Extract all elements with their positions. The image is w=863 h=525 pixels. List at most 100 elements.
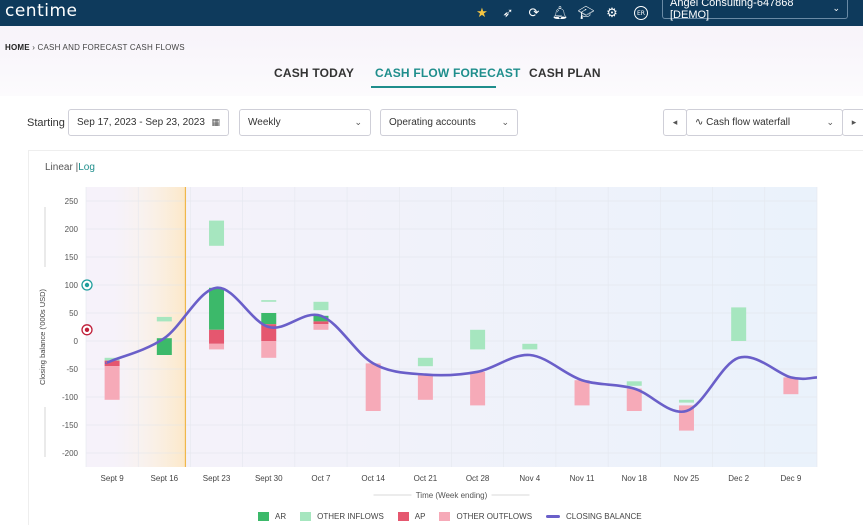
ap-bar — [209, 329, 225, 344]
x-tick-label: Dec 9 — [780, 474, 801, 483]
other-inflows-bar — [678, 399, 694, 403]
tab-cash-flow-forecast[interactable]: CASH FLOW FORECAST — [375, 66, 521, 80]
legend-label: CLOSING BALANCE — [566, 511, 642, 521]
organization-selector[interactable]: Angel Consulting-647868 [DEMO] ⌄ — [662, 0, 848, 21]
legend-swatch — [258, 511, 269, 521]
y-tick-label: -50 — [66, 365, 78, 374]
date-range-value: Sep 17, 2023 - Sep 23, 2023 — [77, 117, 205, 128]
x-tick-label: Nov 11 — [570, 474, 595, 483]
accounts-value: Operating accounts — [389, 117, 476, 128]
legend-item-ap[interactable]: AP — [397, 511, 426, 521]
y-tick-label: 0 — [74, 337, 79, 346]
other-outflows-bar — [313, 324, 329, 330]
x-tick-label: Oct 28 — [466, 474, 490, 483]
chart-legend: AR OTHER INFLOWS AP OTHER OUTFLOWS CLOSING B… — [258, 509, 656, 523]
starting-label: Starting — [27, 117, 65, 129]
ar-bar — [261, 313, 277, 325]
legend-swatch — [546, 514, 561, 518]
accounts-select[interactable]: Operating accounts ⌄ — [380, 109, 518, 136]
other-inflows-bar — [626, 381, 642, 386]
current-week-shade — [112, 187, 186, 467]
forecast-controls: Starting Sep 17, 2023 - Sep 23, 2023 ▦ W… — [0, 107, 863, 137]
other-outflows-bar — [209, 343, 225, 350]
sync-icon[interactable]: ⟳ — [528, 5, 540, 21]
star-icon[interactable]: ★ — [476, 5, 488, 21]
date-range-picker[interactable]: Sep 17, 2023 - Sep 23, 2023 ▦ — [68, 109, 229, 136]
tab-cash-today[interactable]: CASH TODAY — [274, 66, 355, 80]
ar-bar — [313, 315, 329, 322]
chevron-down-icon: ⌄ — [354, 117, 362, 128]
x-tick-label: Nov 18 — [622, 474, 648, 483]
next-view-button[interactable]: ▸ — [842, 109, 863, 136]
other-outflows-bar — [104, 366, 120, 400]
ap-bar — [104, 360, 120, 367]
legend-item-ar[interactable]: AR — [258, 511, 287, 521]
other-inflows-bar — [209, 220, 225, 246]
legend-label: OTHER INFLOWS — [317, 511, 384, 521]
header-icon-group: ★ ➶ ⟳ 🔔︎ 🎓︎ ⚙ ER — [472, 0, 648, 26]
y-axis-label: Closing balance ('000s USD) — [38, 288, 47, 385]
breadcrumb-current: CASH AND FORECAST CASH FLOWS — [37, 43, 185, 52]
other-inflows-bar — [261, 300, 277, 302]
tab-cash-plan[interactable]: CASH PLAN — [529, 66, 601, 80]
other-outflows-bar — [470, 371, 486, 406]
legend-item-closing-balance[interactable]: CLOSING BALANCE — [546, 512, 642, 521]
centime-logo[interactable]: centime — [5, 1, 78, 21]
legend-label: AP — [414, 511, 426, 521]
ar-bar — [209, 287, 225, 330]
x-tick-label: Sept 23 — [203, 474, 231, 483]
graduation-cap-icon[interactable]: 🎓︎ — [577, 5, 595, 21]
other-inflows-bar — [522, 343, 538, 350]
y-tick-label: -200 — [62, 449, 79, 458]
other-inflows-bar — [313, 301, 329, 311]
active-tab-indicator — [371, 86, 496, 88]
x-tick-label: Sept 16 — [151, 474, 179, 483]
x-tick-label: Sept 30 — [255, 474, 283, 483]
ar-bar — [156, 338, 172, 355]
rocket-icon[interactable]: ➶ — [502, 5, 514, 21]
y-tick-label: 200 — [65, 225, 79, 234]
other-inflows-bar — [156, 316, 172, 322]
ap-bar — [313, 321, 329, 325]
legend-label: AR — [275, 511, 287, 521]
red-balance-marker-dot — [84, 327, 90, 332]
user-avatar-icon[interactable]: ER — [634, 6, 648, 20]
legend-label: OTHER OUTFLOWS — [456, 511, 533, 521]
x-tick-label: Sept 9 — [101, 474, 125, 483]
chart-view-select[interactable]: ∿ Cash flow waterfall ⌄ — [686, 109, 843, 136]
chevron-right-icon: ▸ — [851, 117, 857, 128]
x-tick-label: Dec 2 — [728, 474, 749, 483]
other-outflows-bar — [783, 377, 799, 395]
other-outflows-bar — [261, 341, 277, 358]
previous-view-button[interactable]: ◂ — [663, 109, 687, 136]
other-outflows-bar — [574, 380, 590, 406]
x-tick-label: Oct 21 — [414, 474, 438, 483]
gear-icon[interactable]: ⚙ — [606, 5, 618, 21]
period-value: Weekly — [248, 117, 281, 128]
closing-balance-line — [104, 286, 818, 414]
top-navigation-bar: centime ★ ➶ ⟳ 🔔︎ 🎓︎ ⚙ ER Angel Consultin… — [0, 0, 863, 26]
y-tick-label: -150 — [62, 421, 79, 430]
y-tick-label: 150 — [65, 253, 79, 262]
linear-scale-option[interactable]: Linear — [45, 162, 73, 173]
chart-view-label: Cash flow waterfall — [706, 117, 791, 128]
organization-name: Angel Consulting-647868 [DEMO] — [670, 0, 794, 21]
legend-swatch — [439, 511, 451, 521]
legend-swatch — [397, 511, 409, 521]
breadcrumb-home[interactable]: HOME — [5, 43, 30, 52]
chevron-down-icon: ⌄ — [826, 117, 834, 128]
other-outflows-bar — [626, 388, 642, 411]
legend-item-other-inflows[interactable]: OTHER INFLOWS — [300, 511, 384, 521]
legend-item-other-outflows[interactable]: OTHER OUTFLOWS — [439, 511, 533, 521]
y-tick-label: 250 — [65, 197, 79, 206]
scale-separator: | — [75, 162, 79, 173]
x-tick-label: Nov 25 — [674, 474, 700, 483]
chevron-down-icon: ⌄ — [501, 117, 509, 128]
x-tick-label: Nov 4 — [519, 474, 540, 483]
bell-icon[interactable]: 🔔︎ — [551, 5, 569, 21]
other-outflows-bar — [365, 363, 381, 411]
period-select[interactable]: Weekly ⌄ — [239, 109, 371, 136]
breadcrumb-separator: › — [32, 43, 38, 52]
log-scale-option[interactable]: Log — [78, 162, 95, 173]
